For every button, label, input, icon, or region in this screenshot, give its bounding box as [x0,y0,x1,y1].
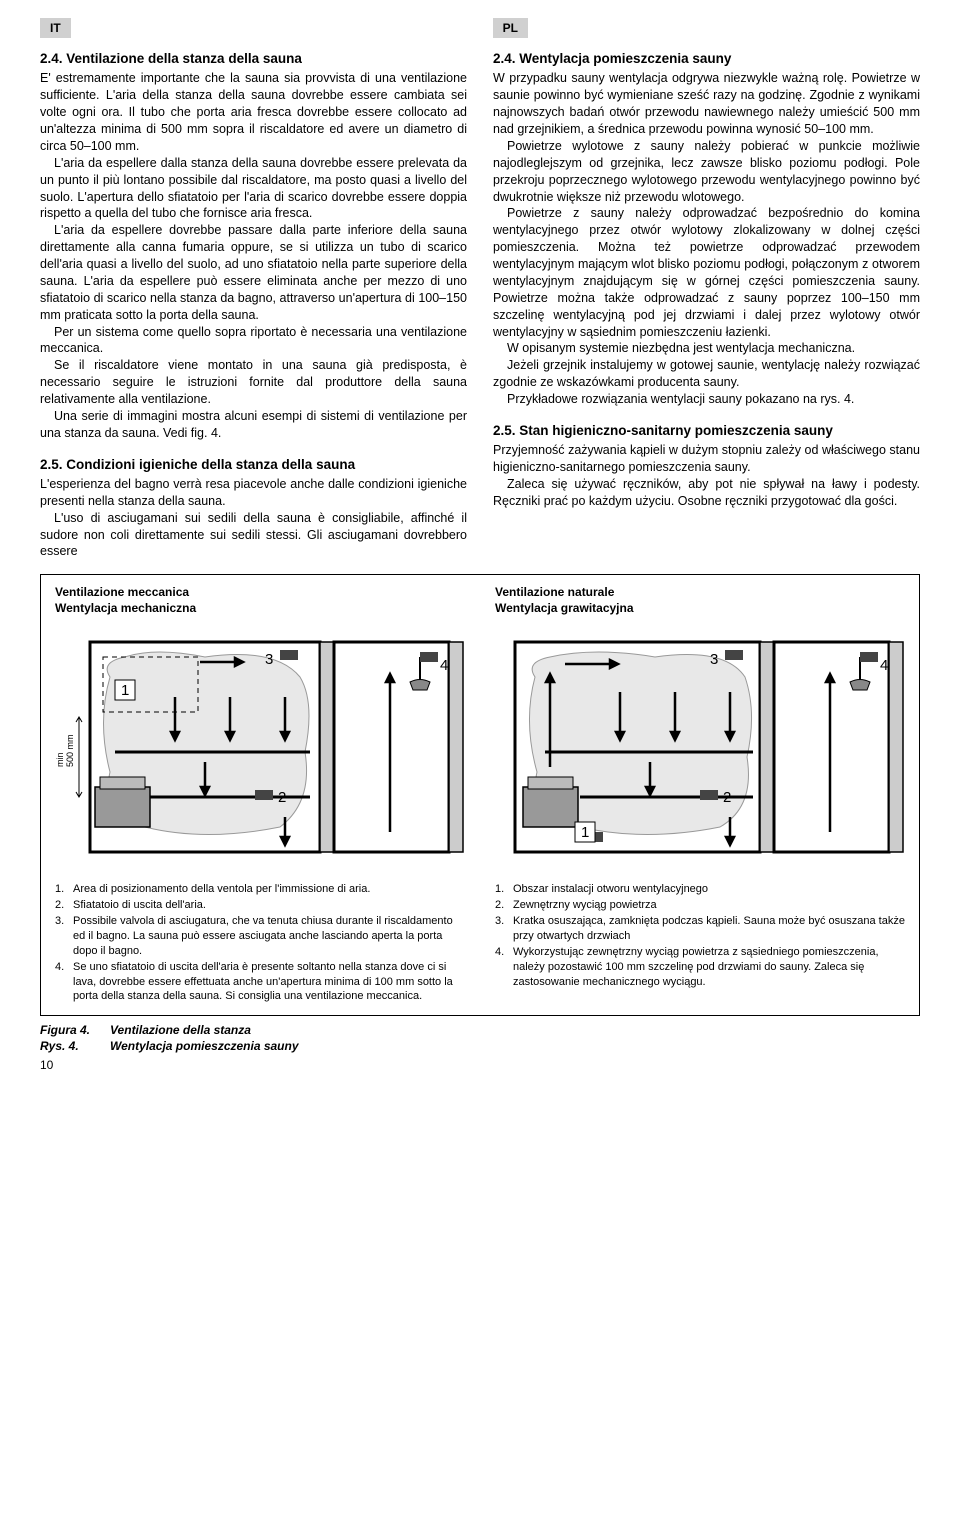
section-2-5-title-pl: 2.5. Stan higieniczno-sanitarny pomieszc… [493,422,920,440]
legend-item: 1.Area di posizionamento della ventola p… [55,882,465,897]
figure-left-title: Ventilazione meccanica Wentylacja mechan… [55,585,465,616]
figure-left-column: Ventilazione meccanica Wentylacja mechan… [55,585,465,1005]
paragraph: L'aria da espellere dalla stanza della s… [40,155,467,223]
figure-caption: Figura 4. Ventilazione della stanza Rys.… [40,1022,920,1054]
paragraph: L'aria da espellere dovrebbe passare dal… [40,222,467,323]
legend-item: 3.Possibile valvola di asciugatura, che … [55,914,465,959]
diagram-label-4: 4 [880,657,888,674]
two-column-layout: 2.4. Ventilazione della stanza della sau… [40,50,920,560]
diagram-label-2: 2 [723,789,731,806]
paragraph: W przypadku sauny wentylacja odgrywa nie… [493,70,920,138]
figure-right-title: Ventilazione naturale Wentylacja grawita… [495,585,905,616]
fig-title-it: Ventilazione naturale [495,585,614,599]
paragraph: Powietrze wylotowe z sauny należy pobier… [493,138,920,206]
caption-text-pl: Wentylacja pomieszczenia sauny [110,1038,299,1054]
dimension-label: min [55,753,65,768]
dimension-label: 500 mm [65,735,75,768]
legend-item: 2.Sfiatatoio di uscita dell'aria. [55,898,465,913]
diagram-label-1: 1 [581,824,589,841]
legend-item: 3.Kratka osuszająca, zamknięta podczas k… [495,914,905,944]
figure-4-box: Ventilazione meccanica Wentylacja mechan… [40,574,920,1016]
fig-title-pl: Wentylacja mechaniczna [55,601,196,615]
legend-item: 4.Wykorzystując zewnętrzny wyciąg powiet… [495,945,905,990]
diagram-mechanical: min 500 mm 1 [55,622,465,872]
section-2-4-title-it: 2.4. Ventilazione della stanza della sau… [40,50,467,68]
column-polish: 2.4. Wentylacja pomieszczenia sauny W pr… [493,50,920,560]
paragraph: L'uso di asciugamani sui sedili della sa… [40,510,467,561]
section-2-4-title-pl: 2.4. Wentylacja pomieszczenia sauny [493,50,920,68]
paragraph: Powietrze z sauny należy odprowadzać bez… [493,205,920,340]
paragraph: E' estremamente importante che la sauna … [40,70,467,154]
lang-tag-it: IT [40,18,71,38]
diagram-label-4: 4 [440,657,448,674]
page-number: 10 [40,1057,920,1073]
paragraph: Jeżeli grzejnik instalujemy w gotowej sa… [493,357,920,391]
column-italian: 2.4. Ventilazione della stanza della sau… [40,50,467,560]
figure-right-column: Ventilazione naturale Wentylacja grawita… [495,585,905,1005]
diagram-label-3: 3 [710,651,718,668]
paragraph: Per un sistema come quello sopra riporta… [40,324,467,358]
paragraph: Se il riscaldatore viene montato in una … [40,357,467,408]
paragraph: L'esperienza del bagno verrà resa piacev… [40,476,467,510]
paragraph: Una serie di immagini mostra alcuni esem… [40,408,467,442]
caption-label-pl: Rys. 4. [40,1038,110,1054]
legend-item: 4.Se uno sfiatatoio di uscita dell'aria … [55,960,465,1005]
diagram-natural: 1 2 3 [495,622,905,872]
caption-label-it: Figura 4. [40,1022,110,1038]
caption-text-it: Ventilazione della stanza [110,1022,251,1038]
fig-title-pl: Wentylacja grawitacyjna [495,601,634,615]
figure-row: Ventilazione meccanica Wentylacja mechan… [55,585,905,1005]
diagram-label-2: 2 [278,789,286,806]
section-2-5-title-it: 2.5. Condizioni igieniche della stanza d… [40,456,467,474]
paragraph: W opisanym systemie niezbędna jest wenty… [493,340,920,357]
lang-tag-pl: PL [493,18,528,38]
language-tags: IT PL [40,18,920,38]
fig-title-it: Ventilazione meccanica [55,585,189,599]
paragraph: Przyjemność zażywania kąpieli w dużym st… [493,442,920,476]
diagram-label-3: 3 [265,651,273,668]
paragraph: Zaleca się używać ręczników, aby pot nie… [493,476,920,510]
legend-polish: 1.Obszar instalacji otworu wentylacyjneg… [495,882,905,989]
legend-italian: 1.Area di posizionamento della ventola p… [55,882,465,1004]
legend-item: 1.Obszar instalacji otworu wentylacyjneg… [495,882,905,897]
paragraph: Przykładowe rozwiązania wentylacji sauny… [493,391,920,408]
diagram-label-1: 1 [121,682,129,699]
legend-item: 2.Zewnętrzny wyciąg powietrza [495,898,905,913]
